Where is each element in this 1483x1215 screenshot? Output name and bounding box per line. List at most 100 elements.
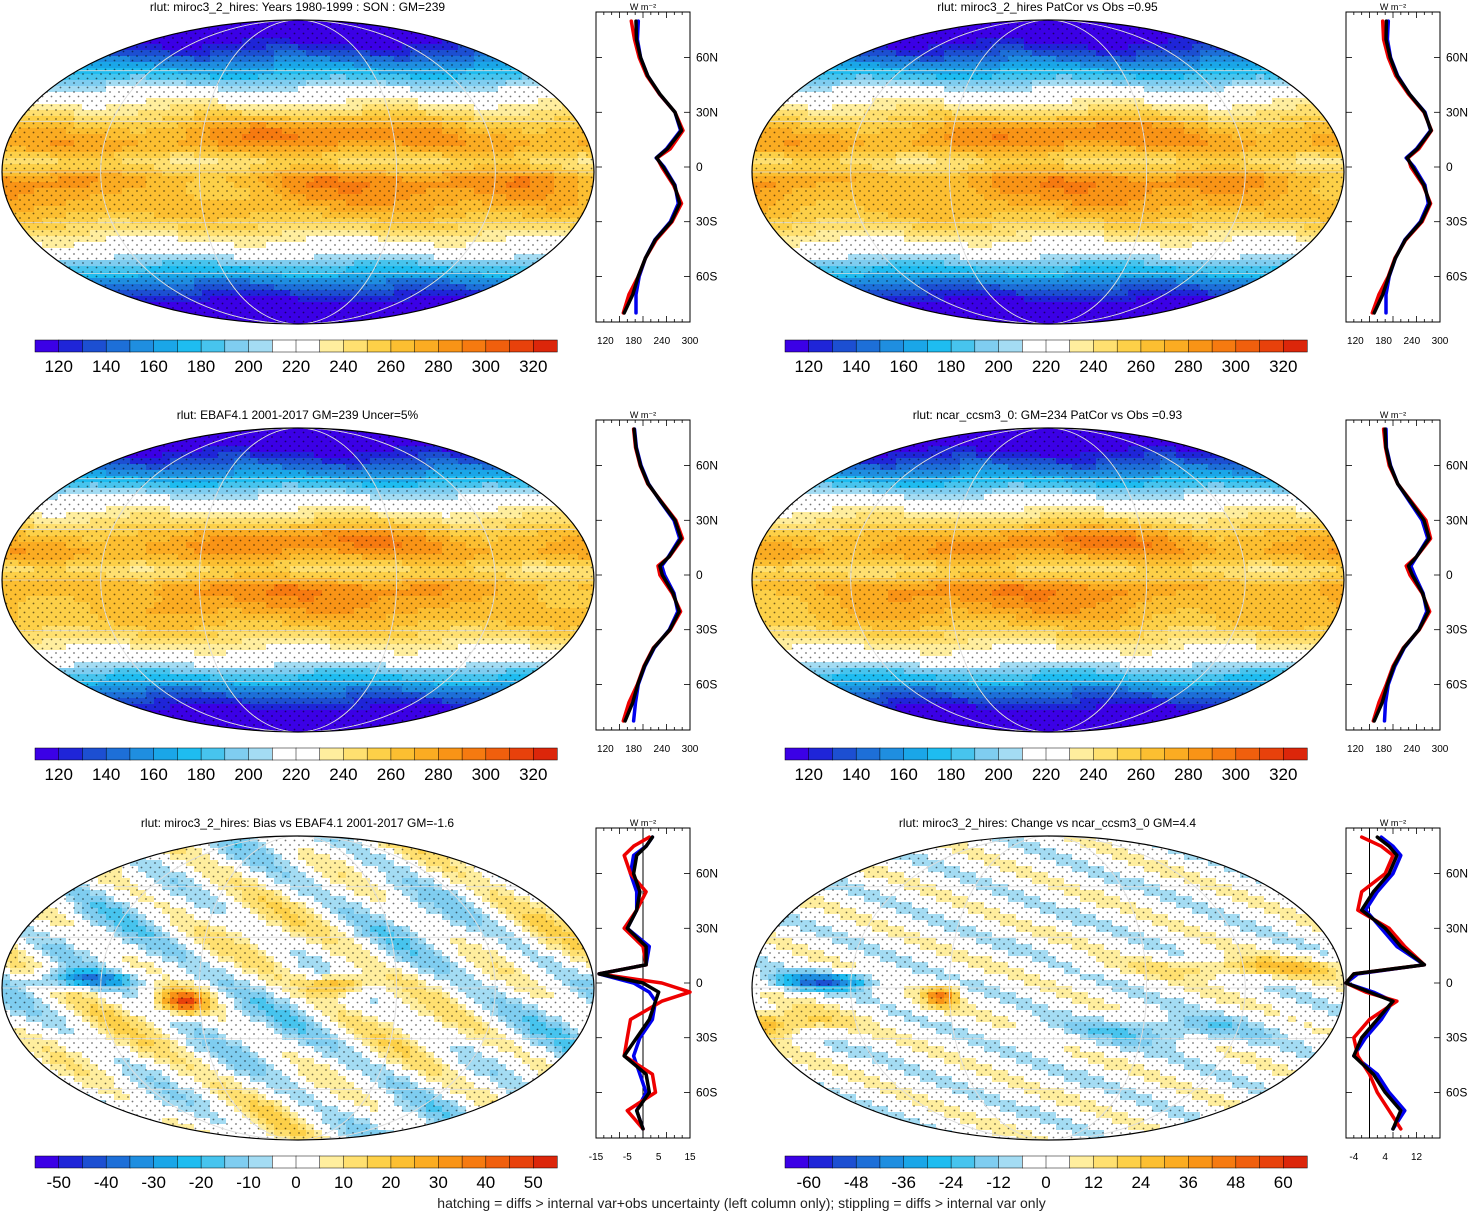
profile-series-3	[1344, 835, 1427, 1131]
profile-x-label: 300	[1432, 336, 1449, 347]
profile-x-label: -5	[623, 1152, 632, 1163]
panel-3: rlut: EBAF4.1 2001-2017 GM=239 Uncer=5% 1…	[0, 408, 720, 788]
colorbar-tick-label: -24	[939, 1173, 964, 1192]
panel-figure: 120 140 160 180 200 220 240 260 280 300 320 W m⁻² 60…	[1, 2, 718, 376]
profile-x-label: 120	[597, 744, 614, 755]
map-outline	[751, 835, 1345, 1141]
profile-x-label: 240	[1403, 744, 1420, 755]
panel-title: rlut: miroc3_2_hires: Years 1980-1999 : …	[0, 0, 595, 16]
colorbar-tick-label: 200	[984, 765, 1012, 784]
profile-lat-label: 0	[696, 160, 703, 174]
colorbar-tick-label: 180	[937, 765, 965, 784]
profile-lat-label: 60S	[1446, 1085, 1467, 1099]
colorbar-tick-label: 40	[476, 1173, 495, 1192]
profile-lat-label: 30N	[1446, 921, 1468, 935]
colorbar-tick-label: -36	[891, 1173, 916, 1192]
profile-series-3	[597, 835, 661, 1131]
colorbar-tick-label: 140	[92, 357, 120, 376]
profile-unit-label: W m⁻²	[1380, 410, 1406, 420]
profile-series-2	[621, 19, 685, 315]
colorbar-tick-label: 300	[1222, 765, 1250, 784]
profile-lat-label: 30N	[1446, 105, 1468, 119]
colorbar-tick-label: 240	[329, 357, 357, 376]
colorbar-tick-label: 300	[472, 765, 500, 784]
profile-x-label: 300	[682, 744, 699, 755]
footnote: hatching = diffs > internal var+obs unce…	[0, 1195, 1483, 1211]
profile-lat-label: 30S	[696, 623, 717, 637]
colorbar-tick-label: 160	[139, 357, 167, 376]
map-outline	[751, 19, 1345, 325]
panel-title: rlut: ncar_ccsm3_0: GM=234 PatCor vs Obs…	[750, 408, 1345, 424]
colorbar-tick-label: 260	[377, 357, 405, 376]
colorbar-tick-label: 240	[329, 765, 357, 784]
profile-lat-label: 60N	[1446, 459, 1468, 473]
profile-x-label: -4	[1349, 1152, 1358, 1163]
colorbar-tick-label: 20	[381, 1173, 400, 1192]
colorbar-tick-label: 280	[424, 765, 452, 784]
profile-series-2	[1370, 19, 1434, 315]
colorbar-tick-label: -10	[236, 1173, 261, 1192]
colorbar-tick-label: 160	[139, 765, 167, 784]
profile-unit-label: W m⁻²	[630, 2, 656, 12]
colorbar-tick-label: -30	[141, 1173, 166, 1192]
panel-2: rlut: miroc3_2_hires PatCor vs Obs =0.95…	[750, 0, 1470, 380]
profile-lat-label: 0	[1446, 160, 1453, 174]
colorbar-tick-label: 300	[472, 357, 500, 376]
colorbar-tick-label: 60	[1274, 1173, 1293, 1192]
profile-lat-label: 30N	[696, 105, 718, 119]
panel-title: rlut: miroc3_2_hires: Change vs ncar_ccs…	[750, 816, 1345, 832]
profile-x-label: 240	[1403, 336, 1420, 347]
panel-6: rlut: miroc3_2_hires: Change vs ncar_ccs…	[750, 816, 1470, 1196]
profile-lat-label: 30N	[696, 513, 718, 527]
profile-series-3	[1372, 19, 1433, 315]
colorbar-tick-label: 140	[842, 357, 870, 376]
colorbar-tick-label: 160	[889, 357, 917, 376]
colorbar-tick-label: 280	[424, 357, 452, 376]
colorbar-tick-label: 280	[1174, 765, 1202, 784]
colorbar-tick-label: 120	[45, 357, 73, 376]
colorbar-tick-label: 320	[519, 765, 547, 784]
panel-title: rlut: miroc3_2_hires: Bias vs EBAF4.1 20…	[0, 816, 595, 832]
profile-lat-label: 30N	[696, 921, 718, 935]
colorbar-tick-label: -40	[94, 1173, 119, 1192]
map-outline	[1, 19, 595, 325]
colorbar-tick-label: 180	[937, 357, 965, 376]
profile-lat-label: 60S	[696, 1085, 717, 1099]
profile-lat-label: 60S	[1446, 677, 1467, 691]
profile-unit-label: W m⁻²	[1380, 2, 1406, 12]
profile-x-label: 240	[653, 744, 670, 755]
colorbar-tick-label: 220	[282, 357, 310, 376]
colorbar-tick-label: 320	[519, 357, 547, 376]
profile-lat-label: 30S	[1446, 1031, 1467, 1045]
profile-x-label: 120	[1347, 744, 1364, 755]
profile-series-3	[622, 19, 684, 315]
profile-lat-label: 60S	[696, 269, 717, 283]
colorbar-tick-label: 320	[1269, 357, 1297, 376]
colorbar: 120 140 160 180 200 220 240 260 280 300 320	[784, 747, 1308, 784]
profile-x-label: 180	[1375, 744, 1392, 755]
profile-lat-label: 30S	[696, 1031, 717, 1045]
zonal-profile: W m⁻² 60N 30N 0 30S 60S 120 180 240 300	[595, 410, 718, 755]
zonal-profile: W m⁻² 60N 30N 0 30S 60S -15 -5 5 15	[589, 818, 718, 1163]
colorbar-tick-label: 180	[187, 765, 215, 784]
profile-lat-label: 60N	[696, 459, 718, 473]
profile-x-label: -15	[589, 1152, 604, 1163]
colorbar-tick-label: -60	[796, 1173, 821, 1192]
panel-5: rlut: miroc3_2_hires: Bias vs EBAF4.1 20…	[0, 816, 720, 1196]
colorbar-tick-label: 160	[889, 765, 917, 784]
profile-unit-label: W m⁻²	[630, 410, 656, 420]
profile-lat-label: 60N	[1446, 51, 1468, 65]
colorbar-tick-label: -12	[986, 1173, 1011, 1192]
profile-series-3	[623, 427, 683, 723]
profile-x-label: 180	[625, 744, 642, 755]
colorbar-tick-label: 260	[377, 765, 405, 784]
profile-lat-label: 0	[696, 568, 703, 582]
profile-x-label: 4	[1382, 1152, 1388, 1163]
profile-x-label: 240	[653, 336, 670, 347]
profile-series-3	[1372, 427, 1431, 723]
profile-x-label: 120	[1347, 336, 1364, 347]
zonal-profile: W m⁻² 60N 30N 0 30S 60S 120 180 240 300	[595, 2, 718, 347]
profile-series-2	[1371, 427, 1433, 723]
profile-lat-label: 30S	[696, 215, 717, 229]
profile-lat-label: 0	[1446, 976, 1453, 990]
